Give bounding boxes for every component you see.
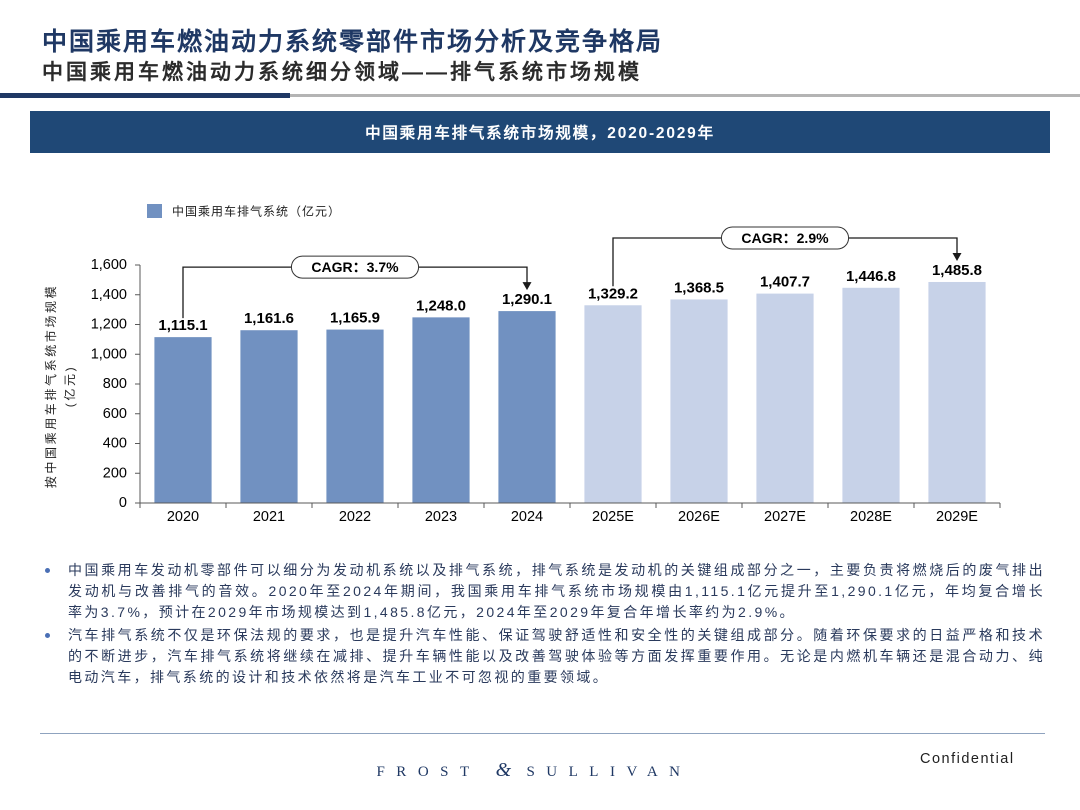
slide-subtitle: 中国乘用车燃油动力系统细分领域——排气系统市场规模 [42,61,642,84]
x-tick-label-2026E: 2026E [678,509,720,525]
value-label-2023: 1,248.0 [416,297,466,314]
logo-word-frost: FROST [376,764,481,780]
legend: 中国乘用车排气系统（亿元） [147,204,341,219]
value-label-2025E: 1,329.2 [588,285,638,302]
footer-rule [40,733,1045,734]
bar-2020 [154,337,212,503]
cagr-annotation: CAGR：2.9% [612,226,962,287]
y-tick-label: 600 [103,406,127,422]
bullet-icon [45,568,50,573]
commentary-text: 中国乘用车发动机零部件可以细分为发动机系统以及排气系统，排气系统是发动机的关键组… [68,562,1045,620]
cagr-label: CAGR：3.7% [311,259,399,275]
bars [154,281,986,503]
y-tick-label: 0 [119,495,127,511]
bar-2027E [756,293,814,503]
confidential-label: Confidential [920,751,1015,767]
y-tick-label: 800 [103,376,127,392]
y-tick-label: 1,600 [91,257,127,273]
value-label-2024: 1,290.1 [502,291,552,308]
bar-2024 [498,311,556,503]
commentary-item: 汽车排气系统不仅是环保法规的要求，也是提升汽车性能、保证驾驶舒适性和安全性的关键… [40,625,1045,688]
x-tick-label-2025E: 2025E [592,509,634,525]
x-tick-label-2022: 2022 [339,509,371,525]
value-label-2020: 1,115.1 [158,317,207,334]
value-labels: 1,115.1 1,161.6 1,165.9 1,248.0 1,290.1 1,329… [158,262,982,334]
chart-title-banner: 中国乘用车排气系统市场规模，2020-2029年 [30,111,1050,153]
header-rule-accent [0,93,290,98]
value-label-2028E: 1,446.8 [846,268,896,285]
commentary-item: 中国乘用车发动机零部件可以细分为发动机系统以及排气系统，排气系统是发动机的关键组… [40,560,1045,623]
cagr-pill [290,255,420,279]
x-tick-label-2021: 2021 [253,509,285,525]
bullet-icon [45,633,50,638]
bar-2028E [842,287,900,503]
y-axis-unit: (亿元) [62,365,77,407]
legend-label: 中国乘用车排气系统（亿元） [172,204,341,219]
cagr-arrowhead [522,282,532,291]
x-tick-label-2029E: 2029E [936,509,978,525]
cagr-pill [720,226,850,250]
value-label-2027E: 1,407.7 [760,274,810,291]
x-tick-label-2020: 2020 [167,509,199,525]
value-label-2021: 1,161.6 [244,310,294,327]
bar-2026E [670,299,728,503]
frost-sullivan-logo: FROST & SULLIVAN [0,758,1068,784]
chart-title: 中国乘用车排气系统市场规模，2020-2029年 [365,125,715,142]
value-label-2022: 1,165.9 [330,310,380,327]
x-tick-label-2024: 2024 [511,509,543,525]
commentary-list: 中国乘用车发动机零部件可以细分为发动机系统以及排气系统，排气系统是发动机的关键组… [40,560,1045,688]
axes: 0 200 400 600 800 1,000 1,200 1,400 1,600 2020 202… [91,257,1001,525]
y-axis-title: 按中国乘用车排气系统市场规模 [43,284,58,488]
commentary-text: 汽车排气系统不仅是环保法规的要求，也是提升汽车性能、保证驾驶舒适性和安全性的关键… [68,627,1045,685]
header-rule [290,94,1080,97]
logo-ampersand: & [495,759,512,781]
y-tick-label: 400 [103,436,127,452]
x-tick-label-2027E: 2027E [764,509,806,525]
y-tick-label: 1,000 [91,346,127,362]
bar-2025E [584,305,642,503]
x-tick-label-2023: 2023 [425,509,457,525]
bar-2022 [326,329,384,503]
logo-word-sullivan: SULLIVAN [526,764,692,780]
legend-swatch [147,204,162,218]
y-tick-label: 1,400 [91,287,127,303]
slide-title: 中国乘用车燃油动力系统零部件市场分析及竞争格局 [42,28,664,56]
bar-2023 [412,317,470,503]
cagr-label: CAGR：2.9% [741,230,829,246]
bar-2021 [240,330,298,503]
x-tick-label-2028E: 2028E [850,509,892,525]
cagr-arrowhead [952,252,962,261]
value-label-2026E: 1,368.5 [674,279,724,296]
y-tick-label: 1,200 [91,317,127,333]
cagr-annotation: CAGR：3.7% [182,255,532,319]
cagr-annotations: CAGR：3.7% CAGR：2.9% [182,226,962,319]
y-tick-label: 200 [103,465,127,481]
value-label-2029E: 1,485.8 [932,262,982,279]
bar-2029E [928,281,986,503]
bar-chart: 中国乘用车排气系统（亿元） 按中国乘用车排气系统市场规模 (亿元) 0 200 40… [43,204,1001,525]
